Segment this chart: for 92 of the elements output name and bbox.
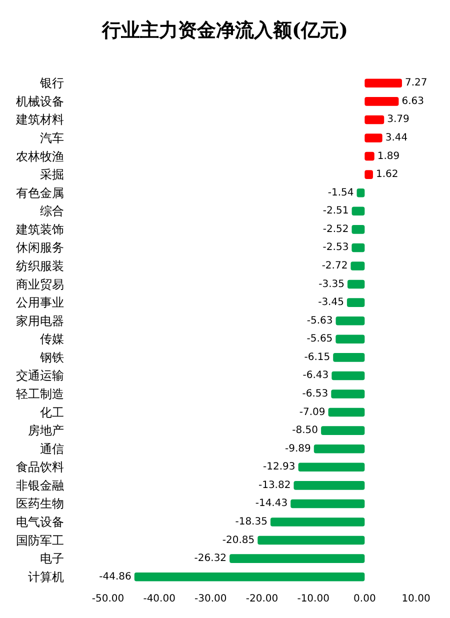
y-tick-label: 综合 [40, 204, 64, 218]
data-label: -44.86 [99, 571, 132, 582]
bar [270, 518, 365, 526]
y-tick-label: 食品饮料 [16, 460, 64, 474]
y-tick-label: 商业贸易 [16, 277, 64, 292]
data-label: -2.72 [322, 260, 348, 272]
bar [298, 462, 365, 472]
bar [350, 262, 365, 270]
chart-title: 行业主力资金净流入额(亿元) [101, 20, 348, 42]
x-tick-label: -30.00 [194, 594, 227, 604]
y-tick-label: 银行 [39, 76, 64, 90]
bar [364, 134, 382, 142]
bar [336, 334, 365, 344]
bar [332, 371, 365, 380]
bar [294, 481, 365, 490]
data-label: -18.35 [235, 516, 268, 528]
x-tick-label: -40.00 [143, 594, 176, 604]
y-tick-label: 计算机 [28, 570, 64, 584]
y-tick-label: 电气设备 [16, 515, 64, 529]
y-tick-label: 农林牧渔 [16, 149, 64, 164]
data-label: -3.45 [318, 297, 344, 308]
y-tick-label: 交通运输 [16, 368, 64, 383]
bar [352, 225, 365, 234]
y-tick-label: 传媒 [40, 332, 64, 346]
data-label: -3.35 [318, 278, 344, 290]
y-tick-label: 通信 [40, 442, 64, 456]
x-tick-label: 10.00 [402, 594, 430, 604]
data-label: -6.43 [302, 370, 329, 382]
y-tick-label: 化工 [40, 405, 64, 420]
data-label: -7.09 [299, 406, 326, 418]
y-tick-label: 建筑装饰 [15, 222, 64, 236]
data-label: -26.32 [194, 553, 227, 564]
bar [364, 115, 384, 124]
data-label: 3.79 [387, 114, 410, 126]
bar [347, 280, 365, 289]
bar [314, 444, 365, 454]
bar [346, 298, 365, 307]
data-label: -1.54 [328, 187, 354, 198]
data-label: -2.53 [322, 242, 349, 254]
data-label: -2.51 [322, 206, 349, 217]
y-tick-label: 家用电器 [16, 314, 64, 328]
bar [364, 78, 402, 88]
data-label: -2.52 [322, 224, 349, 235]
y-tick-label: 纺织服装 [16, 259, 64, 273]
y-tick-label: 电子 [40, 552, 64, 566]
y-tick-label: 有色金属 [16, 186, 64, 200]
y-tick-label: 建筑材料 [15, 112, 64, 127]
bar [134, 572, 365, 582]
bar [230, 554, 365, 563]
y-tick-label: 房地产 [28, 424, 64, 438]
y-tick-label: 机械设备 [16, 94, 64, 108]
bar [364, 97, 399, 106]
y-tick-label: 采掘 [40, 168, 64, 182]
data-label: 1.89 [377, 150, 400, 162]
y-tick-label: 休闲服务 [16, 240, 64, 255]
y-tick-label: 轻工制造 [16, 387, 64, 401]
data-label: 3.44 [385, 132, 408, 144]
bar [364, 152, 374, 161]
bar [290, 499, 365, 508]
y-tick-label: 国防军工 [16, 533, 64, 548]
data-label: -13.82 [258, 480, 291, 491]
data-label: -9.89 [285, 443, 311, 454]
data-label: 1.62 [376, 169, 398, 180]
x-tick-label: -10.00 [297, 594, 330, 604]
bar [352, 206, 365, 216]
data-label: 7.27 [404, 78, 428, 89]
data-label: -8.50 [292, 425, 318, 436]
data-label: -6.15 [304, 352, 330, 363]
data-label: 6.63 [402, 96, 424, 107]
bar [336, 316, 365, 326]
x-tick-label: -20.00 [246, 594, 278, 604]
x-tick-label: 0.00 [354, 594, 376, 604]
y-tick-label: 医药生物 [16, 496, 64, 511]
bar [328, 408, 365, 417]
bar [356, 188, 365, 198]
data-label: -5.65 [306, 334, 333, 345]
y-tick-label: 公用事业 [16, 296, 64, 310]
x-tick-label: -50.00 [92, 594, 124, 604]
data-label: -20.85 [222, 534, 255, 546]
bar [352, 243, 365, 252]
bar [364, 170, 373, 179]
data-label: -14.43 [255, 498, 288, 510]
bar [331, 390, 365, 398]
bar [333, 353, 365, 362]
y-tick-label: 非银金融 [16, 478, 64, 492]
data-label: -12.93 [263, 462, 296, 473]
bar [321, 426, 365, 435]
data-label: -5.63 [306, 315, 333, 326]
y-tick-label: 钢铁 [39, 350, 64, 364]
bar [258, 536, 365, 545]
y-tick-label: 汽车 [40, 131, 64, 145]
data-label: -6.53 [302, 388, 328, 400]
